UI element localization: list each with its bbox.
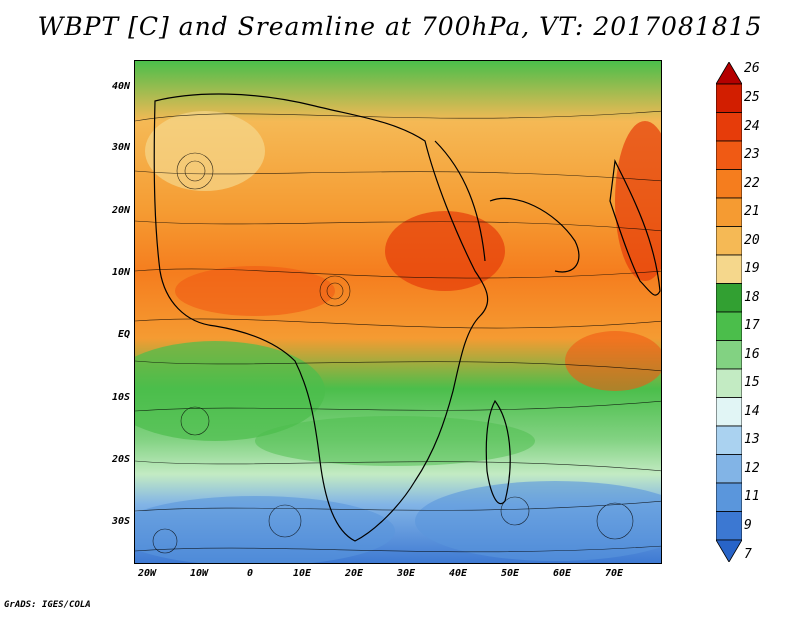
credit-text: GrADS: IGES/COLA [4,600,91,610]
lon-label-30e: 30E [396,568,416,579]
colorbar-segment [716,368,742,398]
warm-core-sahel [175,266,335,316]
lon-label-10e: 10E [292,568,312,579]
cool-pocket-north [145,111,265,191]
colorbar [716,62,742,562]
lon-label-20e: 20E [344,568,364,579]
colorbar-label: 16 [744,346,760,362]
colorbar-segment [716,482,742,512]
lat-label-eq: EQ [117,329,130,340]
wbpt-field-map [135,61,661,563]
map-plot-area [134,60,662,564]
colorbar-label: 22 [744,175,760,191]
colorbar-label: 7 [744,547,752,562]
lon-label-70e: 70E [604,568,624,579]
colorbar-label: 9 [744,517,752,533]
colorbar-segment [716,62,742,85]
colorbar-segment [716,112,742,142]
lon-label-20w: 20W [137,568,157,579]
colorbar-segment [716,539,742,562]
colorbar-label: 20 [744,232,760,248]
colorbar-label: 23 [744,147,760,163]
colorbar-label: 17 [744,318,760,334]
colorbar-label: 26 [744,61,760,76]
colorbar-segment [716,311,742,341]
lat-label-10s: 10S [111,392,130,403]
colorbar-label: 24 [744,118,760,134]
colorbar-segment [716,454,742,484]
lat-label-20n: 20N [111,205,130,216]
lat-label-30n: 30N [111,142,130,153]
colorbar-label: 21 [744,204,760,220]
green-band-south [255,416,535,466]
blue-south-atlantic [135,496,395,563]
lon-label-60e: 60E [552,568,572,579]
colorbar-label: 25 [744,90,760,106]
streamlines [135,110,661,554]
colorbar-label: 13 [744,432,760,448]
colorbar-segment [716,340,742,370]
lat-label-30s: 30S [111,516,130,527]
colorbar-segment [716,254,742,284]
colorbar-label: 18 [744,289,760,305]
colorbar-segment [716,197,742,227]
colorbar-segment [716,169,742,199]
warm-core-ocean [565,331,661,391]
lon-label-10w: 10W [189,568,209,579]
lat-label-10n: 10N [111,267,130,278]
colorbar-label: 11 [744,489,760,505]
colorbar-segment [716,283,742,313]
lat-label-20s: 20S [111,454,130,465]
lon-label-0: 0 [246,568,254,579]
lon-label-40e: 40E [448,568,468,579]
colorbar-segment [716,226,742,256]
warm-core-arabia [385,211,505,291]
colorbar-label: 14 [744,403,760,419]
colorbar-segment [716,425,742,455]
lat-label-40n: 40N [111,81,130,92]
colorbar-segment [716,83,742,113]
colorbar-segment [716,140,742,170]
green-band-atlantic [135,341,325,441]
colorbar-label: 19 [744,261,760,277]
colorbar-segment [716,511,742,541]
blue-south-indian [415,481,661,561]
map-title: WBPT [C] and Sreamline at 700hPa, VT: 20… [37,12,763,41]
colorbar-label: 15 [744,375,760,391]
coastlines [153,93,661,542]
colorbar-label: 12 [744,460,760,476]
lon-label-50e: 50E [500,568,520,579]
colorbar-segment [716,397,742,427]
